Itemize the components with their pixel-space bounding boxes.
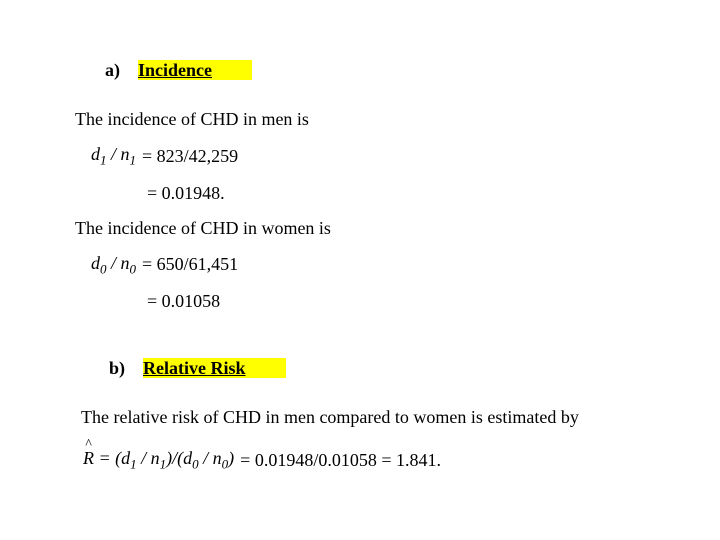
incidence-women-result: = 0.01058 (75, 291, 645, 312)
section-b-heading: b) Relative Risk (75, 358, 645, 379)
section-b-label: b) (109, 358, 125, 378)
incidence-women-text: The incidence of CHD in women is (75, 218, 645, 239)
incidence-men-calc: = 823/42,259 (142, 146, 238, 167)
incidence-men-formula: d1 / n1 = 823/42,259 (75, 144, 645, 169)
section-a-heading: a) Incidence (75, 60, 645, 81)
incidence-men-text: The incidence of CHD in men is (75, 109, 645, 130)
relative-risk-desc: The relative risk of CHD in men compared… (75, 407, 645, 428)
relative-risk-result: = 0.01948/0.01058 = 1.841. (240, 450, 441, 471)
incidence-women-calc: = 650/61,451 (142, 254, 238, 275)
formula-d0-n0: d0 / n0 (91, 253, 136, 278)
relative-risk-formula: R = (d1 / n1)/(d0 / n0) = 0.01948/0.0105… (75, 448, 645, 473)
incidence-women-formula: d0 / n0 = 650/61,451 (75, 253, 645, 278)
incidence-men-result: = 0.01948. (75, 183, 645, 204)
document-body: a) Incidence The incidence of CHD in men… (0, 0, 720, 473)
formula-R-hat: R = (d1 / n1)/(d0 / n0) (83, 448, 234, 473)
section-b-title: Relative Risk (143, 358, 286, 378)
formula-d1-n1: d1 / n1 (91, 144, 136, 169)
section-a-title: Incidence (138, 60, 252, 80)
section-a-label: a) (105, 60, 120, 80)
